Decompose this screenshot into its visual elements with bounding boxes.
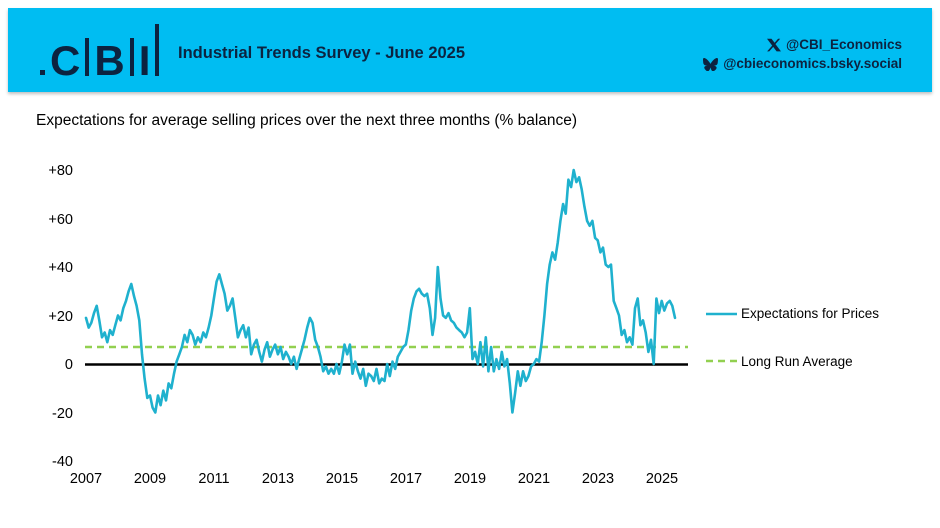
y-tick: +60 (48, 212, 73, 228)
x-tick: 2015 (326, 471, 358, 487)
y-tick: +80 (48, 163, 73, 179)
x-tick: 2011 (198, 471, 229, 487)
social-handles: @CBI_Economics @cbieconomics.bsky.social (703, 35, 902, 73)
twitter-handle: @CBI_Economics (786, 37, 902, 52)
twitter-handle-row: @CBI_Economics (703, 35, 902, 54)
bluesky-butterfly-icon (703, 57, 719, 71)
header-banner: C B I Industrial Trends Survey - June 20… (8, 8, 932, 92)
x-tick: 2007 (70, 471, 102, 487)
y-tick: +20 (48, 309, 73, 325)
logo-bar (129, 38, 134, 76)
cbi-logo: C B I (40, 24, 160, 84)
x-tick: 2023 (582, 471, 614, 487)
logo-dot (40, 70, 45, 75)
logo-letter-c: C (50, 36, 81, 84)
legend-label-long-run-average: Long Run Average (741, 354, 853, 369)
logo-bar (85, 38, 90, 76)
chart-title: Expectations for average selling prices … (36, 112, 578, 129)
y-tick: +40 (48, 260, 73, 276)
x-tick: 2013 (262, 471, 294, 487)
x-tick: 2019 (454, 471, 486, 487)
x-twitter-icon (767, 38, 782, 51)
expectations-line (84, 168, 677, 414)
logo-bar-tall (155, 24, 160, 76)
y-tick: -40 (52, 454, 73, 470)
bluesky-handle-row: @cbieconomics.bsky.social (703, 54, 902, 73)
logo-letter-i: I (138, 36, 151, 84)
x-tick: 2025 (646, 471, 678, 487)
x-tick: 2021 (518, 471, 550, 487)
y-tick: -20 (52, 406, 73, 422)
x-tick: 2017 (390, 471, 422, 487)
legend-label-expectations: Expectations for Prices (741, 306, 880, 321)
logo-letter-b: B (94, 36, 125, 84)
bluesky-handle: @cbieconomics.bsky.social (723, 56, 902, 71)
x-tick: 2009 (134, 471, 166, 487)
y-tick: 0 (65, 357, 73, 373)
survey-title: Industrial Trends Survey - June 2025 (178, 44, 466, 62)
